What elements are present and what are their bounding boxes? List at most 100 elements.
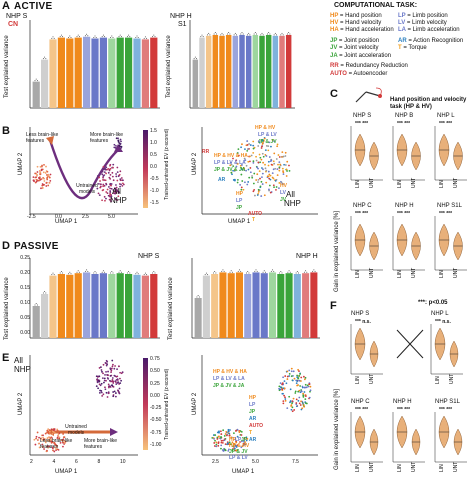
umap-point [101,189,104,192]
legend-abbr: JP [330,38,339,45]
data-point [287,271,289,273]
data-point [62,36,64,38]
umap-point [38,436,40,439]
umap-point [103,171,106,174]
umap-point [243,157,246,160]
umap-point [102,363,105,366]
umap-point [48,430,51,433]
umap-point [295,382,298,385]
umap-point [274,180,277,182]
data-point [313,269,315,271]
data-point [120,271,122,273]
bar [211,274,219,338]
umap-point [291,402,293,405]
data-point [255,269,257,271]
xtick: UNT [453,267,459,278]
umap-point [48,436,50,438]
umap-point [41,443,44,446]
legend-item: AUTO = Autoencoder [330,70,387,78]
umap-point [241,164,243,166]
umap-point [263,137,266,140]
umap-point [249,144,252,146]
umap-point [214,439,216,442]
umap-point [95,385,98,388]
umap-point [308,383,311,386]
legend-abbr: LA [398,27,408,34]
umap-point [290,408,293,411]
data-point [261,32,263,34]
data-point [223,270,225,272]
cluster-label: HP & HV [255,125,276,131]
panel-a-ylabel: Test explained variance [4,35,10,98]
panel-d-letter: D [2,240,10,252]
umap-point [257,145,260,147]
umap-point [257,140,260,143]
xtick: UNT [411,177,417,188]
bar [199,37,205,108]
umap-point [262,155,265,158]
umap-point [103,184,106,187]
umap-point [291,406,294,409]
xtick: LIN [397,270,403,278]
data-point [36,304,38,306]
data-point [135,36,137,38]
bar [219,35,225,109]
umap-point [254,194,256,197]
umap-point [213,442,216,444]
colorbar-tick: -0.5 [150,176,159,182]
umap-point [96,378,98,381]
umap-point [217,444,220,447]
data-point [220,34,222,36]
umap-point [117,191,120,194]
umap-point [115,144,117,147]
cluster-label: HP & HV & HA [213,369,247,375]
umap-point [213,437,216,440]
bar [212,34,219,108]
umap-point [214,434,217,436]
umap-point [57,435,59,437]
umap-point [306,384,309,387]
umap-point [255,179,258,181]
umap-point [229,161,232,164]
umap-point [264,167,267,170]
umap-point [294,390,297,393]
xtick: 2 [30,459,33,465]
umap-point [228,441,231,444]
umap-point [109,194,111,197]
umap-point [249,160,251,163]
umap-point [296,384,299,387]
legend-abbr: AUTO [330,70,349,77]
data-point [78,271,80,273]
umap-point [276,168,279,171]
bar [227,273,235,338]
umap-point [260,180,263,183]
data-point [236,34,238,36]
umap-point [116,378,119,381]
arm-icon [355,87,382,103]
data-point [77,270,79,272]
data-point [286,33,288,35]
umap-point [219,430,222,433]
data-point [205,272,207,274]
panel-d-section-title: PASSIVE [14,241,59,252]
bar [41,294,49,338]
umap-point [40,437,42,440]
data-point [237,270,239,272]
umap-point [261,172,264,175]
umap-point [46,170,49,173]
umap-point [111,378,114,381]
umap-point [215,445,218,448]
umap-point [279,388,282,391]
umap-point [258,170,261,173]
umap-point [117,137,119,140]
data-point [254,270,256,272]
umap-point [108,385,111,388]
legend-abbr: JA [330,52,340,59]
violin-subplot-title: NHP S [353,113,372,119]
umap-point [218,430,220,433]
umap-point [247,181,250,183]
umap-point [38,179,40,182]
data-point [246,272,248,274]
umap-point [63,436,66,439]
umap-point [268,156,271,158]
